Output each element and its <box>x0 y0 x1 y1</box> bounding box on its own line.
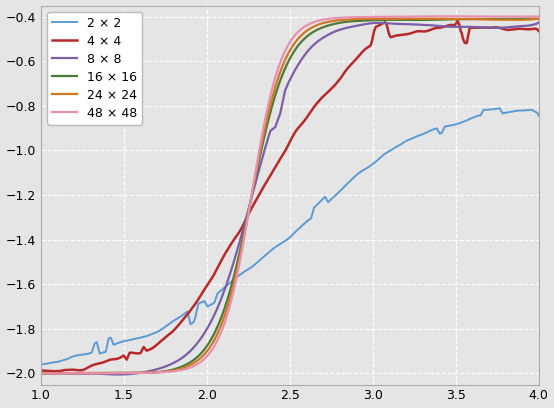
16 × 16 <box>274 86 280 91</box>
48 × 48 <box>275 66 281 71</box>
48 × 48 <box>335 16 341 20</box>
Line: 48 × 48: 48 × 48 <box>41 16 538 373</box>
24 × 24 <box>535 16 542 21</box>
24 × 24 <box>448 16 454 21</box>
48 × 48 <box>278 57 285 62</box>
48 × 48 <box>448 14 454 19</box>
4 × 4 <box>535 29 542 33</box>
24 × 24 <box>335 18 341 23</box>
16 × 16 <box>334 21 340 26</box>
16 × 16 <box>535 16 542 21</box>
48 × 48 <box>308 21 315 26</box>
8 × 8 <box>335 28 341 33</box>
2 × 2 <box>334 191 340 196</box>
4 × 4 <box>278 155 285 160</box>
48 × 48 <box>535 14 542 19</box>
16 × 16 <box>523 16 530 21</box>
Line: 4 × 4: 4 × 4 <box>41 21 538 371</box>
4 × 4 <box>308 109 315 113</box>
24 × 24 <box>525 17 532 22</box>
8 × 8 <box>275 116 281 121</box>
8 × 8 <box>535 20 542 25</box>
8 × 8 <box>447 24 453 29</box>
Line: 8 × 8: 8 × 8 <box>41 23 538 375</box>
48 × 48 <box>525 14 532 19</box>
16 × 16 <box>307 31 314 36</box>
4 × 4 <box>50 369 57 374</box>
24 × 24 <box>420 16 427 21</box>
Line: 16 × 16: 16 × 16 <box>41 19 538 373</box>
2 × 2 <box>307 217 314 222</box>
8 × 8 <box>114 372 120 377</box>
8 × 8 <box>308 45 315 50</box>
2 × 2 <box>535 113 542 118</box>
4 × 4 <box>38 368 44 373</box>
2 × 2 <box>274 244 280 248</box>
48 × 48 <box>38 371 44 376</box>
24 × 24 <box>38 371 44 376</box>
Legend: 2 × 2, 4 × 4, 8 × 8, 16 × 16, 24 × 24, 48 × 48: 2 × 2, 4 × 4, 8 × 8, 16 × 16, 24 × 24, 4… <box>47 12 142 125</box>
4 × 4 <box>275 160 281 164</box>
8 × 8 <box>38 371 44 376</box>
4 × 4 <box>454 18 461 23</box>
Line: 24 × 24: 24 × 24 <box>41 19 538 373</box>
2 × 2 <box>38 362 44 367</box>
24 × 24 <box>278 67 285 72</box>
8 × 8 <box>278 106 285 111</box>
8 × 8 <box>524 23 531 28</box>
4 × 4 <box>447 22 453 27</box>
4 × 4 <box>335 79 341 84</box>
16 × 16 <box>524 16 531 21</box>
2 × 2 <box>277 242 284 246</box>
24 × 24 <box>308 26 315 31</box>
16 × 16 <box>445 17 452 22</box>
16 × 16 <box>38 371 44 376</box>
4 × 4 <box>525 27 532 32</box>
48 × 48 <box>439 14 446 19</box>
2 × 2 <box>445 123 452 128</box>
24 × 24 <box>275 75 281 80</box>
2 × 2 <box>524 108 531 113</box>
16 × 16 <box>277 78 284 83</box>
2 × 2 <box>496 106 503 111</box>
48 × 48 <box>55 371 62 376</box>
24 × 24 <box>39 371 45 376</box>
Line: 2 × 2: 2 × 2 <box>41 108 538 364</box>
